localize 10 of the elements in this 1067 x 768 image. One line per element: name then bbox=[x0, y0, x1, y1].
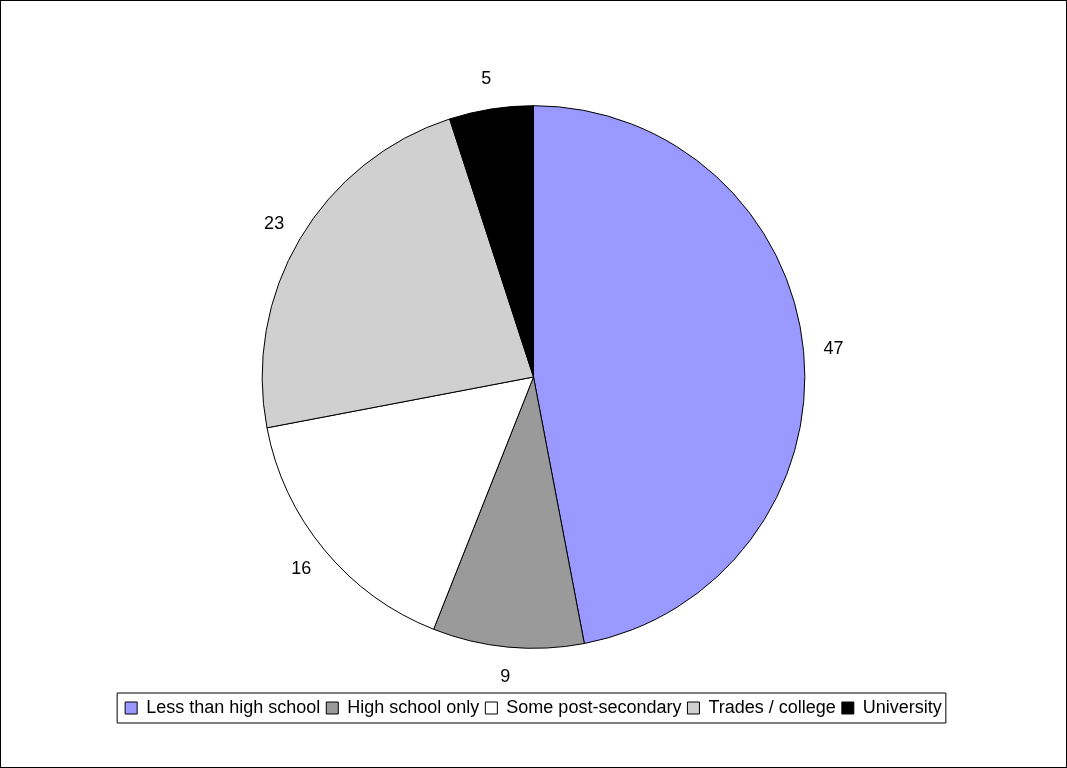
legend-label: Less than high school bbox=[146, 696, 321, 717]
data-label: 5 bbox=[481, 68, 492, 89]
legend-label: High school only bbox=[347, 696, 480, 717]
data-label: 47 bbox=[823, 337, 844, 358]
data-label: 23 bbox=[264, 212, 285, 233]
data-label: 9 bbox=[500, 665, 511, 686]
legend-label: Some post-secondary bbox=[506, 696, 682, 717]
legend-label: Trades / college bbox=[708, 696, 836, 717]
legend-label: University bbox=[862, 696, 942, 717]
data-label: 16 bbox=[291, 558, 312, 579]
